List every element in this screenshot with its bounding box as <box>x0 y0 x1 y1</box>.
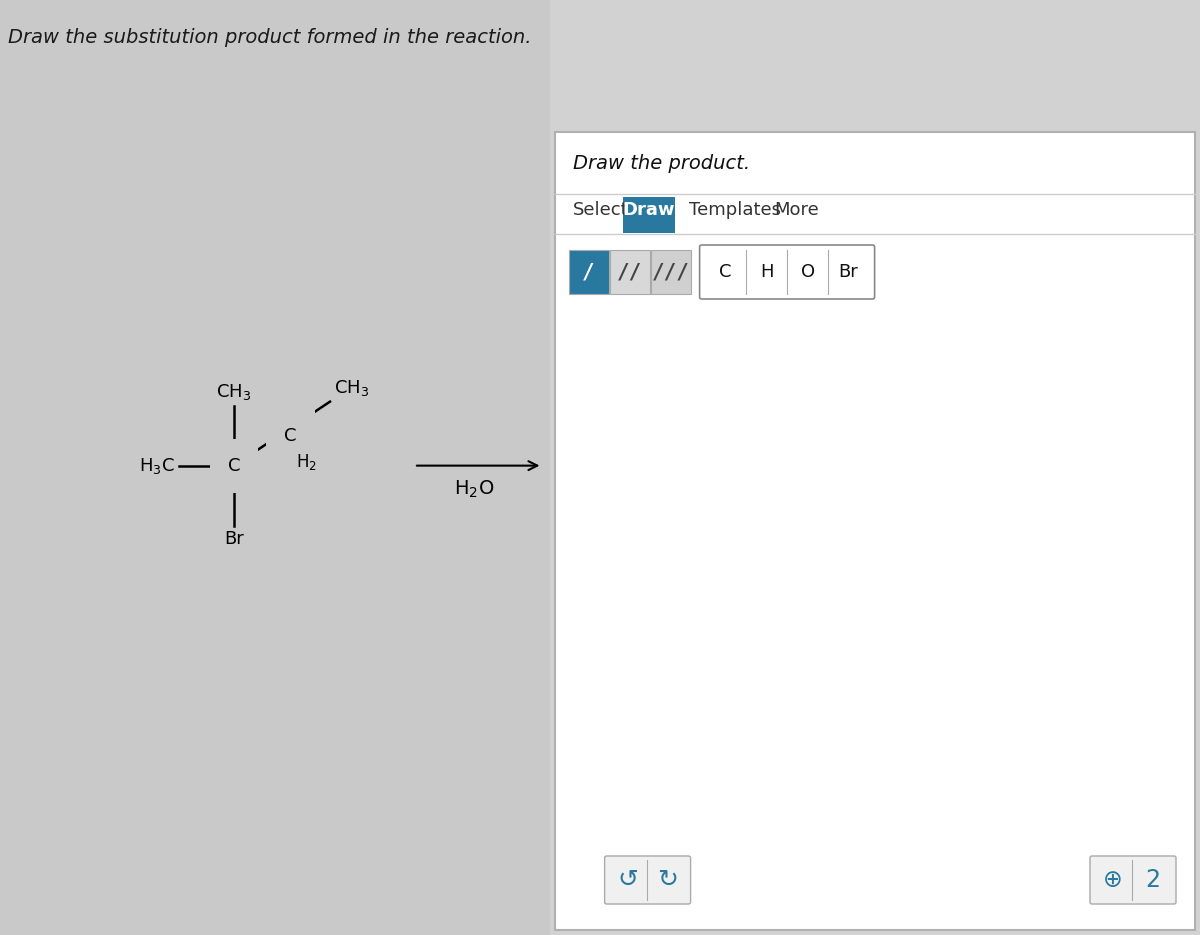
Bar <box>650 250 691 294</box>
Text: ⊕: ⊕ <box>1103 868 1123 892</box>
Text: CH$_3$: CH$_3$ <box>334 378 370 397</box>
Bar <box>610 250 649 294</box>
Text: H$_2$O: H$_2$O <box>454 479 494 500</box>
Text: /: / <box>582 262 595 282</box>
Text: ///: /// <box>652 262 690 282</box>
Bar <box>554 132 1195 930</box>
Text: H$_2$: H$_2$ <box>296 452 317 471</box>
Bar <box>569 250 608 294</box>
Text: More: More <box>775 201 820 219</box>
Text: O: O <box>800 263 815 281</box>
Text: C: C <box>228 456 240 475</box>
FancyBboxPatch shape <box>700 245 875 299</box>
Text: 2: 2 <box>1146 868 1160 892</box>
Text: Templates: Templates <box>689 201 781 219</box>
Text: C: C <box>719 263 732 281</box>
Text: Draw the substitution product formed in the reaction.: Draw the substitution product formed in … <box>8 28 532 47</box>
Bar <box>623 197 674 233</box>
Text: Select: Select <box>572 201 629 219</box>
Text: Br: Br <box>839 263 858 281</box>
Text: //: // <box>617 262 642 282</box>
Text: Draw the product.: Draw the product. <box>572 154 750 173</box>
FancyBboxPatch shape <box>1090 856 1176 904</box>
Text: ↻: ↻ <box>658 868 678 892</box>
Text: H: H <box>760 263 773 281</box>
Text: C: C <box>284 426 296 445</box>
FancyBboxPatch shape <box>605 856 691 904</box>
Text: Br: Br <box>224 529 244 548</box>
Text: Draw: Draw <box>623 201 674 219</box>
Text: CH$_3$: CH$_3$ <box>216 381 252 402</box>
Text: H$_3$C: H$_3$C <box>139 455 175 476</box>
Text: ↺: ↺ <box>617 868 638 892</box>
Bar <box>550 0 1200 935</box>
